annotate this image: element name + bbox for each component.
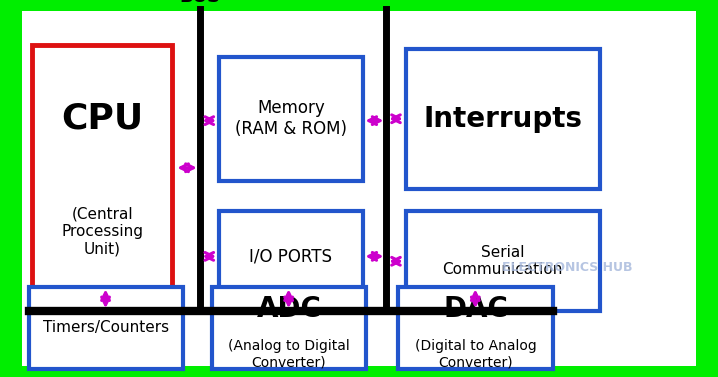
FancyBboxPatch shape [29, 287, 183, 369]
Text: I/O PORTS: I/O PORTS [249, 247, 332, 265]
FancyBboxPatch shape [406, 211, 600, 311]
Text: (Analog to Digital
Converter): (Analog to Digital Converter) [228, 339, 350, 369]
FancyBboxPatch shape [32, 45, 172, 328]
Text: (Central
Processing
Unit): (Central Processing Unit) [61, 207, 144, 257]
Text: Memory
(RAM & ROM): Memory (RAM & ROM) [235, 100, 347, 138]
FancyBboxPatch shape [212, 287, 366, 369]
FancyBboxPatch shape [219, 57, 363, 181]
Text: Serial
Communication: Serial Communication [442, 245, 563, 277]
Text: ELECTRONICS HUB: ELECTRONICS HUB [502, 261, 633, 274]
Text: BUS: BUS [179, 0, 220, 6]
Text: Timers/Counters: Timers/Counters [43, 320, 169, 336]
FancyBboxPatch shape [219, 211, 363, 302]
Text: (Digital to Analog
Converter): (Digital to Analog Converter) [415, 339, 536, 369]
Text: CPU: CPU [61, 102, 144, 136]
Text: Interrupts: Interrupts [423, 105, 582, 133]
FancyBboxPatch shape [406, 49, 600, 188]
FancyBboxPatch shape [398, 287, 553, 369]
Text: DAC: DAC [443, 295, 508, 323]
Text: ADC: ADC [256, 295, 322, 323]
